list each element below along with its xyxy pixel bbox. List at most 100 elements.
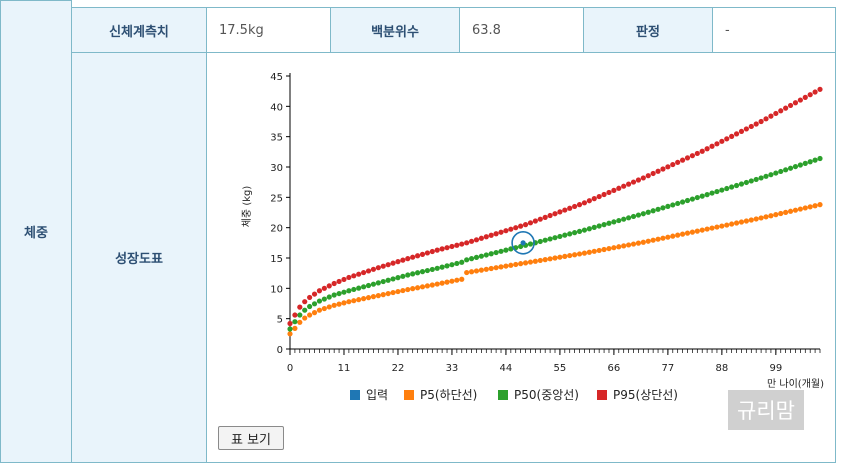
point-p95 [684,155,691,161]
point-p95 [694,150,700,157]
point-p95 [709,143,715,149]
point-p95 [513,225,519,231]
point-p95 [302,299,308,305]
point-p5 [537,257,543,264]
series-p50 [287,155,823,332]
x-tick-label: 55 [554,363,567,374]
point-p50 [478,253,484,259]
point-p5 [390,289,396,296]
point-p5 [316,307,323,313]
point-p5 [356,297,362,303]
point-p50 [773,170,779,176]
point-p95 [527,220,534,226]
point-p95 [365,268,372,274]
point-p5 [459,276,465,282]
legend-swatch [350,390,360,400]
point-p95 [557,209,563,215]
table-view-button[interactable]: 표 보기 [218,426,284,450]
point-p5 [626,242,632,248]
point-p95 [626,181,632,187]
point-p5 [694,228,700,234]
x-tick-label: 88 [715,363,728,374]
point-p50 [758,175,764,181]
point-p5 [709,225,715,231]
point-p95 [719,138,725,144]
point-p50 [287,326,293,332]
percentile-label: 백분위수 [330,7,460,53]
point-p50 [576,228,583,234]
y-tick-label: 40 [270,102,283,113]
point-p50 [675,200,681,207]
point-p95 [704,146,710,152]
point-p5 [503,263,509,269]
point-p50 [311,301,318,307]
point-p5 [307,312,313,318]
legend-swatch [498,390,508,400]
point-p5 [660,235,666,241]
point-p5 [527,259,534,265]
point-p95 [802,94,808,100]
point-p50 [454,260,460,267]
point-p50 [547,236,553,242]
point-p5 [679,231,686,237]
point-p50 [709,190,715,196]
point-p95 [518,223,524,229]
point-p5 [763,214,769,220]
point-p50 [635,212,642,218]
point-p95 [410,254,416,260]
point-p5 [733,220,740,226]
point-p50 [616,217,622,224]
point-p50 [621,216,627,222]
point-p5 [586,249,592,255]
point-p5 [336,301,342,307]
point-p50 [459,259,465,265]
point-p95 [733,131,740,137]
x-tick-label: 11 [338,363,351,374]
point-p50 [439,264,445,270]
point-p50 [586,226,592,232]
point-p50 [346,288,352,294]
point-p5 [522,260,529,266]
watermark: 규리맘 [728,390,804,430]
growth-chart: 0 5 10 15 20 25 30 35 40 45 0 11 22 33 44 55 66 77 88 99 체중 … [241,72,824,402]
point-p5 [385,290,391,297]
point-p95 [405,256,411,262]
point-p50 [292,319,298,325]
point-p50 [645,209,651,215]
point-p50 [424,267,431,274]
point-p50 [660,205,666,211]
point-p50 [390,276,396,282]
point-p95 [753,121,759,127]
point-p95 [817,86,823,92]
point-p95 [655,168,661,174]
point-p5 [410,286,416,292]
point-p5 [557,254,563,260]
point-p5 [773,212,779,218]
point-p5 [714,224,720,230]
point-p95 [606,189,612,196]
point-p50 [356,285,362,291]
point-p95 [542,214,548,220]
point-p5 [439,280,445,286]
percentile-value: 63.8 [459,7,584,53]
point-p5 [400,287,406,294]
point-p5 [778,210,784,217]
point-p95 [660,166,666,172]
point-p95 [562,207,568,213]
y-tick-label: 0 [277,345,283,356]
legend-swatch [597,390,607,400]
point-p95 [316,288,323,294]
point-p95 [498,229,504,235]
point-p50 [733,182,740,189]
point-p50 [792,163,799,170]
point-p5 [414,285,421,291]
point-p50 [655,206,661,212]
point-p5 [326,304,332,310]
point-p95 [341,276,347,283]
point-p50 [729,184,735,190]
point-p95 [356,271,362,277]
point-p95 [414,253,421,259]
point-p5 [665,234,671,240]
x-tick-label: 44 [500,363,513,374]
point-p95 [547,212,553,219]
